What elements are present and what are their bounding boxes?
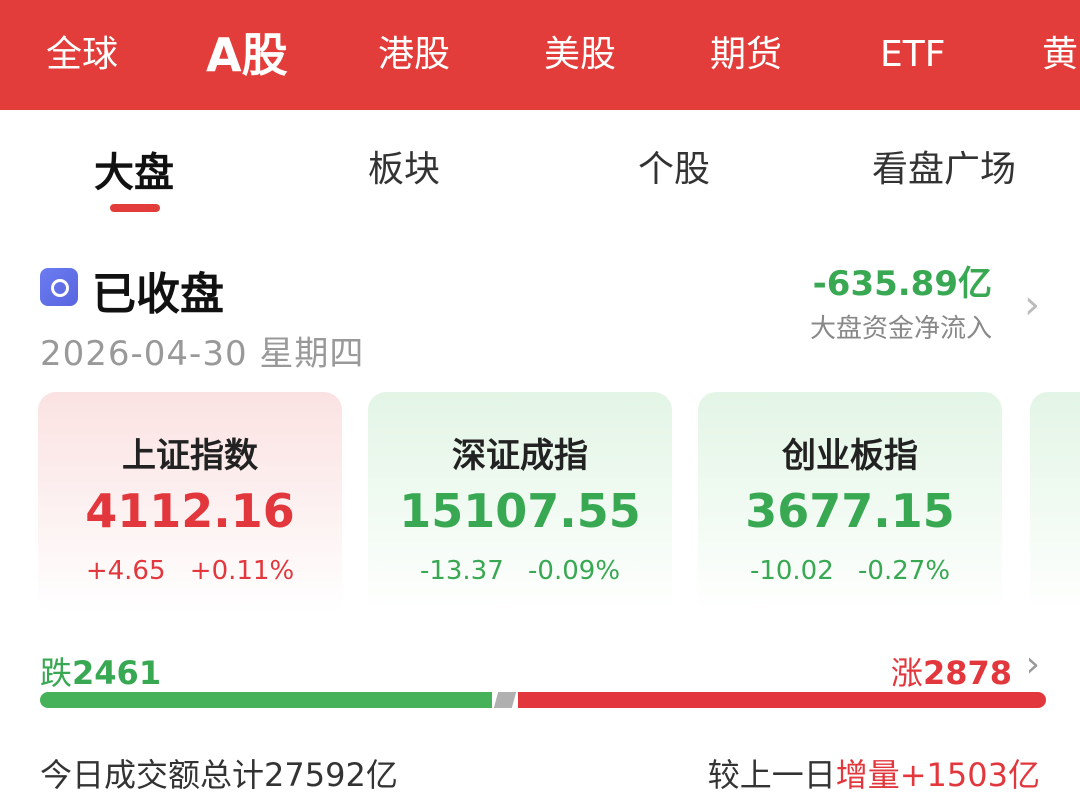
turnover-label: 今日成交额总计 [40,756,265,794]
tab-global[interactable]: 全球 [46,34,119,75]
weekday-text: 星期四 [259,334,365,374]
index-card-shanghai[interactable]: 上证指数 4112.16 +4.65 +0.11% [38,392,342,614]
decliners-count: 跌2461 [40,648,161,694]
index-value: 3677.15 [745,484,955,538]
tab-a-shares[interactable]: A股 [206,28,288,82]
index-value: 15107.55 [399,484,641,538]
decliners-number: 2461 [72,654,162,692]
index-change-percent: +0.11% [189,556,295,586]
tab-futures[interactable]: 期货 [710,34,783,75]
market-nav: 全球 A股 港股 美股 期货 ETF 黄 [0,0,1080,110]
advance-segment [518,692,1046,708]
decline-segment [40,692,492,708]
index-change: +4.65 +0.11% [38,556,342,586]
index-card-partial[interactable] [1030,392,1080,614]
market-overview-panel: 已收盘 2026-04-30 星期四 -635.89亿 大盘资金净流入 › 上证… [0,214,1080,802]
tab-hk-shares[interactable]: 港股 [378,34,451,75]
index-card-shenzhen[interactable]: 深证成指 15107.55 -13.37 -0.09% [368,392,672,614]
tab-stocks[interactable]: 个股 [638,149,711,190]
index-name: 创业板指 [782,436,918,476]
tab-sectors[interactable]: 板块 [368,149,441,190]
index-change-points: -13.37 [419,556,504,586]
advancers-count[interactable]: 涨2878 [891,648,1012,694]
index-name: 上证指数 [122,436,258,476]
index-change: -13.37 -0.09% [368,556,672,586]
section-tabs: 大盘 板块 个股 看盘广场 [0,110,1080,214]
advancers-label: 涨 [890,654,923,692]
turnover-total: 今日成交额总计27592亿 [40,750,398,796]
chevron-right-icon[interactable]: › [1025,644,1040,685]
fund-flow-label[interactable]: 大盘资金净流入 [809,314,992,344]
compare-label: 较上一日 [707,756,836,794]
chevron-right-icon[interactable]: › [1024,282,1040,328]
decliners-label: 跌 [40,654,73,692]
tab-gold[interactable]: 黄 [1042,34,1079,75]
flat-segment [493,692,517,708]
index-name: 深证成指 [452,436,588,476]
index-change: -10.02 -0.27% [698,556,1002,586]
advance-decline-bar [40,692,1046,708]
tab-market-overview[interactable]: 大盘 [94,150,174,196]
compare-type: 增量 [835,756,900,794]
active-tab-indicator [110,204,160,212]
compare-value: +1503亿 [899,756,1040,794]
tab-us-shares[interactable]: 美股 [544,34,617,75]
market-date: 2026-04-30 星期四 [40,326,364,375]
tab-market-plaza[interactable]: 看盘广场 [872,149,1017,190]
index-change-points: -10.02 [749,556,834,586]
advancers-number: 2878 [922,654,1012,692]
date-text: 2026-04-30 [40,334,248,374]
index-card-chinext[interactable]: 创业板指 3677.15 -10.02 -0.27% [698,392,1002,614]
index-change-percent: -0.09% [528,556,621,586]
turnover-value: 27592亿 [264,756,398,794]
index-change-percent: -0.27% [858,556,951,586]
turnover-comparison: 较上一日增量+1503亿 [708,750,1040,796]
index-change-points: +4.65 [85,556,166,586]
index-value: 4112.16 [85,484,295,538]
fund-flow-value[interactable]: -635.89亿 [812,264,992,304]
market-status-icon [40,268,78,306]
market-status-title: 已收盘 [92,269,224,320]
tab-etf[interactable]: ETF [880,34,946,75]
